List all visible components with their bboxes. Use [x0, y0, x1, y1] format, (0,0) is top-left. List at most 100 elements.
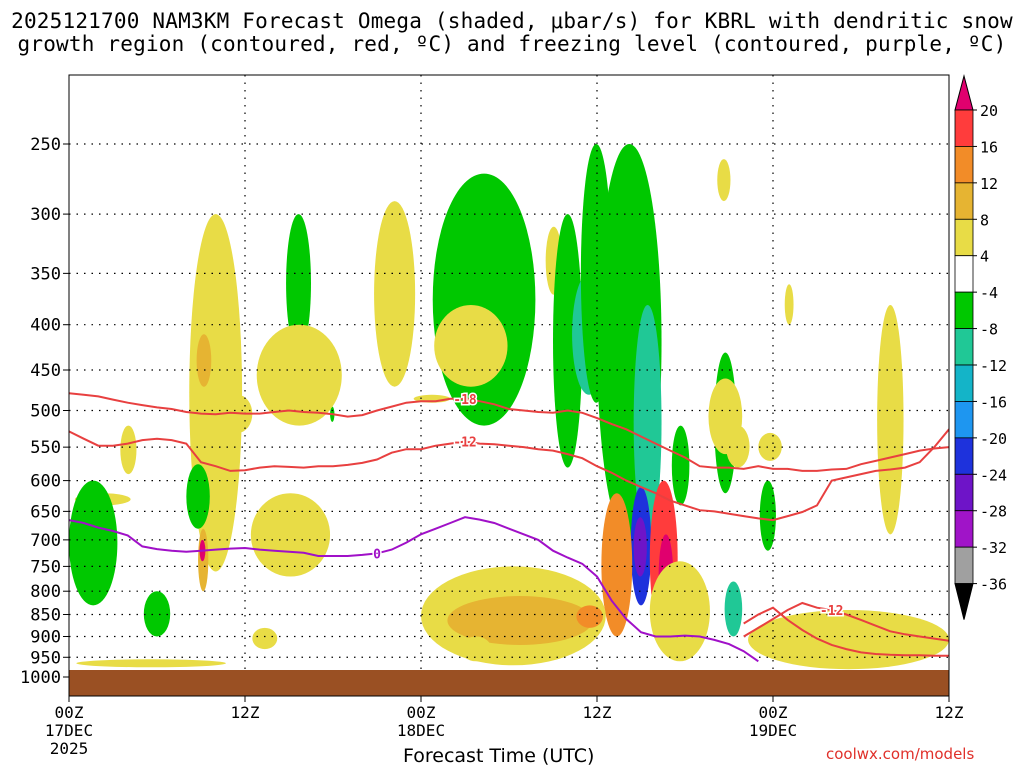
- omega-region-3: [196, 334, 212, 387]
- y-tick-label-950: 950: [30, 648, 61, 668]
- omega-region-36: [784, 284, 794, 325]
- y-tick-label-300: 300: [30, 205, 61, 225]
- credit-link[interactable]: coolwx.com/models: [826, 745, 975, 763]
- omega-region-8: [286, 214, 311, 353]
- colorbar-label-0: 20: [980, 102, 998, 120]
- colorbar-label-1: 16: [980, 138, 998, 156]
- contour-line-3: [743, 606, 949, 657]
- omega-region-45: [256, 324, 342, 426]
- colorbar-box-5: [954, 255, 974, 293]
- contour-line-0: [69, 428, 949, 522]
- colorbar-box-4: [954, 218, 974, 257]
- omega-region-28: [649, 561, 710, 662]
- colorbar-box-9: [954, 401, 974, 439]
- omega-region-31: [576, 605, 603, 628]
- omega-region-41: [76, 659, 226, 668]
- colorbar-label-13: -36: [980, 576, 1007, 594]
- colorbar-label-5: -4: [980, 284, 998, 302]
- omega-region-15: [432, 173, 536, 426]
- omega-region-17: [553, 214, 583, 468]
- omega-region-10: [69, 480, 118, 606]
- x-tick-year-0: 2025: [50, 739, 89, 758]
- omega-shading: [69, 143, 949, 670]
- y-tick-label-350: 350: [30, 264, 61, 284]
- y-tick-label-800: 800: [30, 582, 61, 602]
- omega-region-1: [120, 425, 137, 475]
- omega-region-34: [759, 480, 776, 551]
- colorbar-top-arrow: [954, 74, 974, 111]
- omega-region-39: [262, 505, 314, 572]
- y-tick-label-500: 500: [30, 402, 61, 422]
- omega-region-7: [186, 464, 210, 529]
- colorbar-bottom-arrow: [954, 583, 974, 620]
- y-tick-label-400: 400: [30, 316, 61, 336]
- x-tick-date-0: 17DEC: [45, 721, 93, 740]
- colorbar: 20 16 12 8 4 -4 -8 -12 -16 -20 -24 -28 -32 -36: [954, 74, 1007, 620]
- terrain-ground: [69, 670, 949, 696]
- contour-line-4: [69, 516, 759, 663]
- colorbar-label-10: -24: [980, 466, 1007, 484]
- colorbar-box-2: [954, 146, 974, 184]
- x-tick-label-2: 00Z: [407, 703, 436, 722]
- y-axis: 2503003504004505005506006507007508008509…: [20, 135, 69, 688]
- contour-line-2: [743, 601, 949, 642]
- omega-region-47: [717, 159, 731, 202]
- colorbar-label-7: -12: [980, 357, 1007, 375]
- x-tick-label-1: 12Z: [231, 703, 260, 722]
- omega-region-33: [724, 581, 743, 637]
- contour-label-0: -12: [453, 436, 476, 451]
- temperature-contours: -12 -18 -12 0: [69, 391, 949, 663]
- y-tick-label-1000: 1000: [20, 668, 61, 688]
- y-tick-label-900: 900: [30, 627, 61, 647]
- plot-frame: [68, 74, 950, 697]
- colorbar-box-13: [954, 546, 974, 584]
- x-tick-date-4: 19DEC: [749, 721, 797, 740]
- colorbar-label-12: -32: [980, 539, 1007, 557]
- y-tick-label-600: 600: [30, 472, 61, 492]
- colorbar-box-1: [954, 109, 974, 147]
- y-tick-label-750: 750: [30, 557, 61, 577]
- colorbar-label-6: -8: [980, 321, 998, 339]
- contour-line-1: [69, 392, 949, 472]
- omega-region-40: [252, 627, 278, 650]
- omega-region-43: [758, 432, 782, 461]
- colorbar-label-4: 4: [980, 248, 989, 266]
- colorbar-box-12: [954, 510, 974, 548]
- omega-region-24: [633, 517, 647, 577]
- omega-region-25: [601, 493, 633, 637]
- omega-region-30: [447, 595, 593, 645]
- x-tick-label-3: 12Z: [583, 703, 612, 722]
- chart-title-line1: 2025121700 NAM3KM Forecast Omega (shaded…: [11, 9, 1013, 33]
- colorbar-box-7: [954, 328, 974, 366]
- omega-region-46: [460, 636, 492, 662]
- colorbar-label-9: -20: [980, 430, 1007, 448]
- x-tick-label-5: 12Z: [935, 703, 964, 722]
- x-tick-label-4: 00Z: [759, 703, 788, 722]
- x-axis-label: Forecast Time (UTC): [403, 745, 595, 767]
- omega-region-38: [881, 474, 894, 518]
- y-tick-label-450: 450: [30, 361, 61, 381]
- colorbar-label-11: -28: [980, 503, 1007, 521]
- colorbar-box-6: [954, 291, 974, 329]
- x-tick-date-2: 18DEC: [397, 721, 445, 740]
- y-tick-label-850: 850: [30, 606, 61, 626]
- colorbar-label-8: -16: [980, 393, 1007, 411]
- y-tick-label-650: 650: [30, 502, 61, 522]
- contour-label-4: 0: [373, 547, 381, 562]
- chart-title-line2: growth region (contoured, red, ºC) and f…: [17, 32, 1007, 56]
- y-tick-label-700: 700: [30, 531, 61, 551]
- x-tick-label-0: 00Z: [55, 703, 84, 722]
- omega-region-37: [877, 304, 904, 535]
- omega-region-13: [374, 201, 416, 387]
- colorbar-label-3: 8: [980, 211, 989, 229]
- y-tick-label-250: 250: [30, 135, 61, 155]
- colorbar-box-3: [954, 182, 974, 220]
- omega-region-21: [671, 425, 690, 506]
- colorbar-box-11: [954, 473, 974, 512]
- omega-region-11: [143, 591, 171, 637]
- gridlines: [69, 75, 949, 696]
- omega-region-35: [748, 609, 949, 670]
- colorbar-box-8: [954, 364, 974, 402]
